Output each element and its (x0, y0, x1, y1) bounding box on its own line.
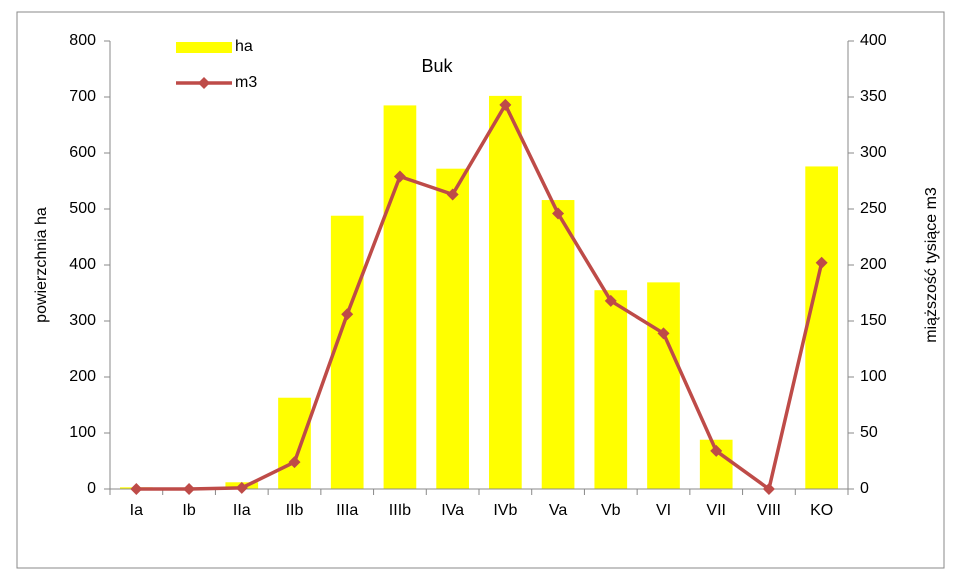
y2-tick-label: 200 (860, 256, 887, 273)
line-marker (341, 308, 354, 321)
y2-tick-label: 50 (860, 424, 878, 441)
y-tick-label: 700 (69, 88, 96, 105)
y-tick-label: 500 (69, 200, 96, 217)
x-tick-label: IIIa (336, 502, 358, 519)
y-tick-label: 800 (69, 32, 96, 49)
line (136, 101, 824, 492)
x-tick-label: VII (706, 502, 726, 519)
line-marker (710, 444, 723, 457)
y2-axis-label: miąższość tysiące m3 (923, 187, 940, 343)
x-tick-label: VIII (757, 502, 781, 519)
line-marker (762, 483, 775, 495)
y-tick-label: 100 (69, 424, 96, 441)
x-tick-label: KO (810, 502, 833, 519)
y-tick-label: 600 (69, 144, 96, 161)
line-marker (235, 481, 248, 494)
bar (436, 168, 469, 489)
line-marker (815, 256, 828, 269)
line-marker (393, 170, 406, 183)
chart-title: Buk (421, 56, 453, 76)
y2-tick-label: 250 (860, 200, 887, 217)
y-tick-label: 300 (69, 312, 96, 329)
x-tick-label: Vb (601, 502, 621, 519)
y-axis-label: powierzchnia ha (33, 207, 50, 323)
y-tick-label: 0 (87, 480, 96, 497)
y2-tick-label: 150 (860, 312, 887, 329)
legend-label: ha (235, 38, 253, 55)
y2-tick-label: 0 (860, 480, 869, 497)
bar (278, 397, 311, 489)
bar (805, 166, 838, 489)
y-tick-label: 400 (69, 256, 96, 273)
line-marker (446, 188, 459, 201)
y2-tick-label: 350 (860, 88, 887, 105)
x-tick-label: Va (549, 502, 567, 519)
bar (383, 105, 417, 490)
line-marker (183, 483, 196, 495)
bar (594, 290, 628, 489)
bar (330, 215, 364, 489)
x-tick-label: Ia (130, 502, 143, 519)
x-tick-label: IIIb (389, 502, 411, 519)
legend-swatch (176, 42, 232, 53)
bar (647, 282, 680, 489)
bar (489, 95, 522, 489)
y2-tick-label: 300 (860, 144, 887, 161)
x-tick-label: IVa (441, 502, 464, 519)
x-tick-label: IIb (286, 502, 304, 519)
line-marker (288, 456, 301, 469)
chart-frame (16, 11, 945, 569)
y-tick-label: 200 (69, 368, 96, 385)
x-tick-label: IIa (233, 502, 251, 519)
legend-marker (198, 77, 210, 89)
line-marker (657, 327, 670, 340)
legend-label: m3 (235, 74, 257, 91)
bar (541, 200, 575, 490)
x-tick-label: IVb (493, 502, 517, 519)
line-marker (604, 294, 617, 307)
x-tick-label: VI (656, 502, 671, 519)
x-tick-label: Ib (182, 502, 195, 519)
line-marker (130, 483, 143, 495)
line-marker (499, 98, 512, 111)
line-marker (552, 207, 565, 220)
y2-tick-label: 100 (860, 368, 887, 385)
y2-tick-label: 400 (860, 32, 887, 49)
